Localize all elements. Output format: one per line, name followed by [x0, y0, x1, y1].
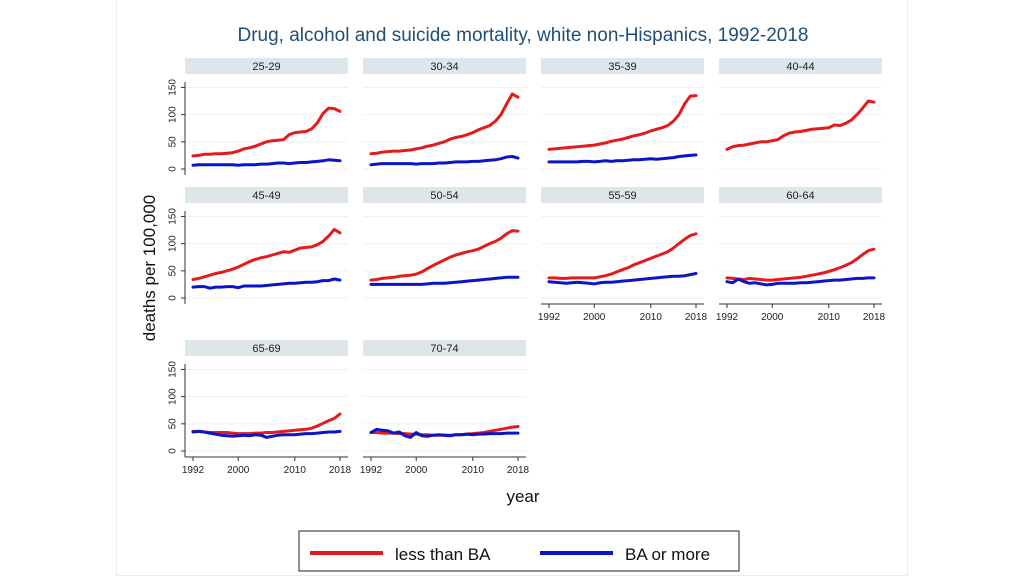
x-tick-label: 1992 — [360, 465, 383, 476]
x-tick-label: 2018 — [329, 465, 352, 476]
y-tick-label: 50 — [168, 136, 179, 148]
series-line-less-than-ba — [369, 229, 520, 282]
y-tick-label: 150 — [168, 208, 179, 225]
x-tick-label: 2010 — [284, 465, 307, 476]
series-line-less-than-ba — [191, 106, 342, 158]
series-line-less-than-ba — [191, 412, 342, 436]
y-tick-label: 150 — [168, 361, 179, 378]
x-tick-label: 1992 — [538, 312, 561, 323]
panel-strip — [363, 187, 526, 203]
panel-label: 55-59 — [608, 190, 636, 202]
series-line-ba-or-more — [369, 427, 520, 439]
x-tick-label: 1992 — [182, 465, 205, 476]
y-tick-label: 50 — [168, 265, 179, 277]
x-tick-label: 2000 — [761, 312, 784, 323]
y-tick-label: 100 — [168, 106, 179, 123]
x-tick-label: 2010 — [818, 312, 841, 323]
panel-strip — [363, 340, 526, 356]
series-line-less-than-ba — [191, 228, 342, 281]
panel-label: 65-69 — [252, 343, 280, 355]
y-tick-label: 50 — [168, 418, 179, 430]
x-tick-label: 2018 — [685, 312, 708, 323]
panel-label: 35-39 — [608, 61, 636, 73]
x-tick-label: 2000 — [583, 312, 606, 323]
panel-strip — [185, 187, 348, 203]
panel-label: 50-54 — [430, 190, 458, 202]
y-tick-label: 100 — [168, 388, 179, 405]
series-line-less-than-ba — [725, 247, 876, 282]
panel-label: 25-29 — [252, 61, 280, 73]
x-tick-label: 2010 — [640, 312, 663, 323]
panel-label: 45-49 — [252, 190, 280, 202]
panel-strip — [719, 187, 882, 203]
panel-label: 60-64 — [786, 190, 814, 202]
panel-strip — [363, 58, 526, 74]
series-line-ba-or-more — [191, 429, 342, 439]
legend-label-ba-or-more: BA or more — [625, 545, 710, 564]
y-tick-label: 150 — [168, 79, 179, 96]
y-axis-title: deaths per 100,000 — [140, 195, 159, 342]
x-tick-label: 2018 — [863, 312, 886, 323]
x-tick-label: 2000 — [227, 465, 250, 476]
y-tick-label: 0 — [168, 166, 179, 172]
series-line-ba-or-more — [369, 155, 520, 167]
y-tick-label: 0 — [168, 295, 179, 301]
series-line-ba-or-more — [191, 277, 342, 290]
panel-label: 30-34 — [430, 61, 458, 73]
x-tick-label: 2000 — [405, 465, 428, 476]
series-line-ba-or-more — [547, 272, 698, 286]
x-axis-title: year — [506, 487, 539, 506]
series-line-ba-or-more — [547, 153, 698, 164]
chart-title: Drug, alcohol and suicide mortality, whi… — [237, 25, 808, 46]
legend-label-less-than-ba: less than BA — [395, 545, 491, 564]
y-tick-label: 0 — [168, 448, 179, 454]
series-line-ba-or-more — [725, 276, 876, 287]
series-line-less-than-ba — [547, 94, 698, 151]
panel-label: 70-74 — [430, 343, 458, 355]
panel-strip — [541, 187, 704, 203]
x-tick-label: 1992 — [716, 312, 739, 323]
series-line-ba-or-more — [191, 158, 342, 167]
series-line-less-than-ba — [725, 99, 876, 151]
y-tick-label: 100 — [168, 235, 179, 252]
panel-strip — [185, 58, 348, 74]
panel-strip — [719, 58, 882, 74]
series-line-less-than-ba — [547, 232, 698, 280]
panel-strip — [541, 58, 704, 74]
panel-strip — [185, 340, 348, 356]
series-line-ba-or-more — [369, 275, 520, 286]
x-tick-label: 2010 — [462, 465, 485, 476]
x-tick-label: 2018 — [507, 465, 530, 476]
panel-label: 40-44 — [786, 61, 814, 73]
series-line-less-than-ba — [369, 92, 520, 156]
